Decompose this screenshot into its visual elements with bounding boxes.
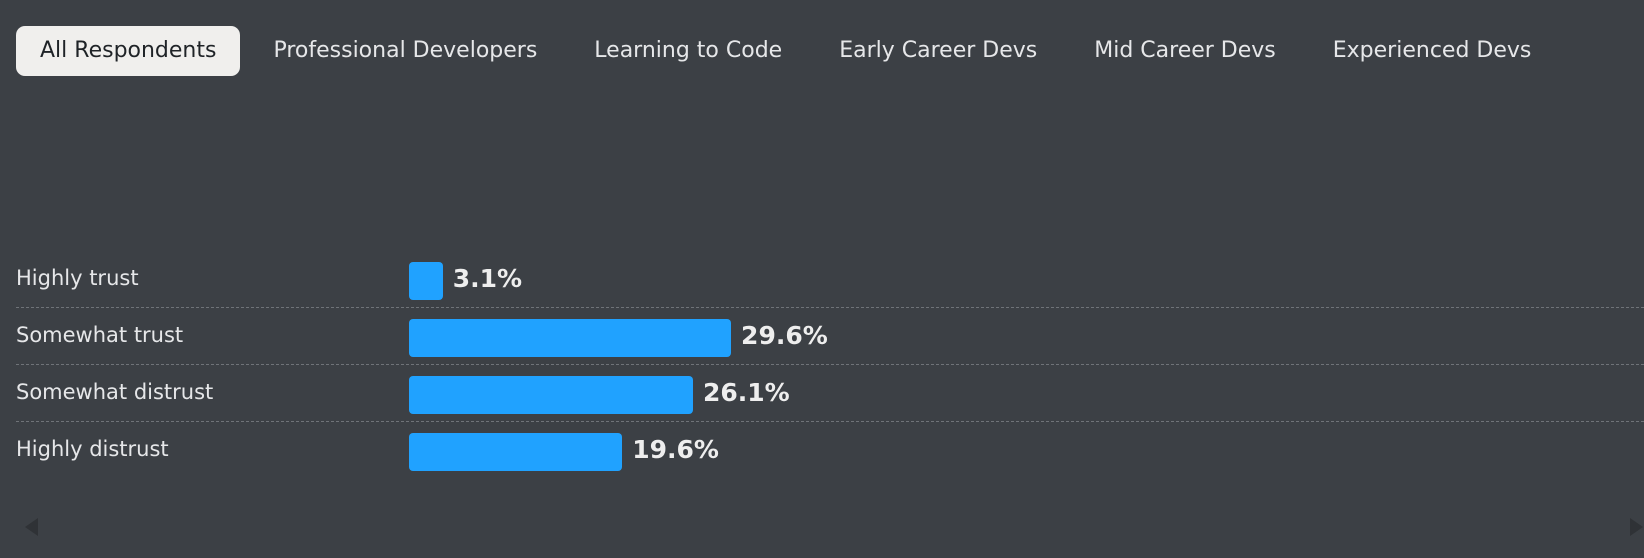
chart-row: Somewhat trust 29.6% xyxy=(16,307,1644,365)
chart-row: Somewhat distrust 26.1% xyxy=(16,364,1644,422)
chart-row: Highly distrust 19.6% xyxy=(16,421,1644,478)
bar xyxy=(409,262,443,300)
tab-learning-to-code[interactable]: Learning to Code xyxy=(594,38,783,63)
scroll-right-arrow-icon[interactable] xyxy=(1630,518,1643,536)
scroll-left-arrow-icon[interactable] xyxy=(25,518,38,536)
bar-value-label: 19.6% xyxy=(632,435,719,464)
chart-row: Highly trust 3.1% xyxy=(16,250,1644,308)
category-label: Somewhat trust xyxy=(16,323,184,347)
tab-professional-developers[interactable]: Professional Developers xyxy=(273,38,538,63)
category-label: Highly distrust xyxy=(16,437,169,461)
bar xyxy=(409,319,732,357)
tab-experienced-devs[interactable]: Experienced Devs xyxy=(1332,38,1532,63)
category-label: Somewhat distrust xyxy=(16,380,214,404)
tab-all-respondents[interactable]: All Respondents xyxy=(16,26,241,76)
category-label: Highly trust xyxy=(16,266,139,290)
bar-value-label: 3.1% xyxy=(452,264,523,293)
bar xyxy=(409,433,623,471)
respondent-tabs: All Respondents Professional Developers … xyxy=(16,26,1564,76)
bar-value-label: 29.6% xyxy=(741,321,828,350)
bar xyxy=(409,376,693,414)
bar-value-label: 26.1% xyxy=(702,378,790,407)
tab-mid-career-devs[interactable]: Mid Career Devs xyxy=(1094,38,1276,63)
tab-early-career-devs[interactable]: Early Career Devs xyxy=(839,38,1038,63)
